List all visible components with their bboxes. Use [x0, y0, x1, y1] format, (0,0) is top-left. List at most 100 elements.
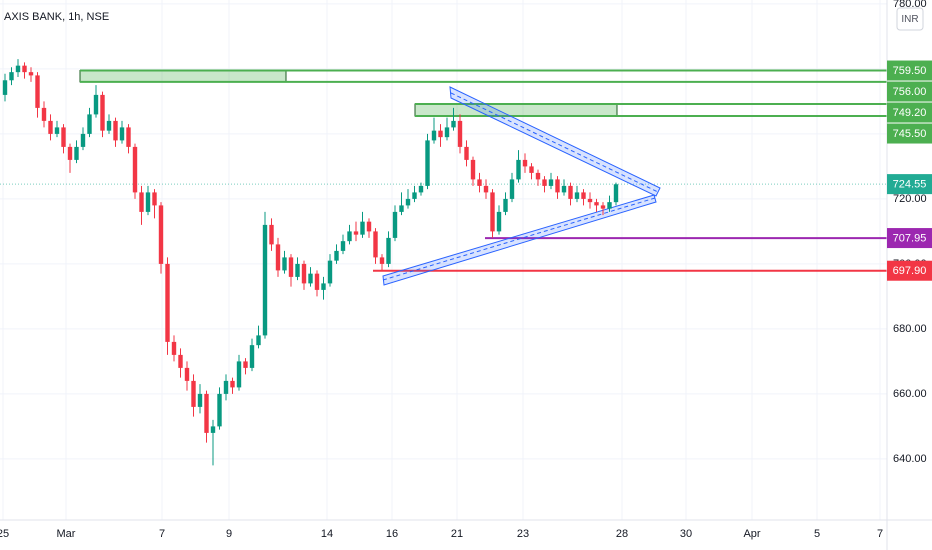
- x-tick-label: Apr: [743, 528, 760, 540]
- x-tick-label: 14: [321, 528, 333, 540]
- candle-body: [457, 120, 463, 147]
- candle-body: [392, 211, 398, 238]
- candle-body: [607, 202, 612, 209]
- price-tag-label: 724.55: [893, 179, 927, 191]
- candle-body: [152, 192, 157, 206]
- candle-body: [282, 257, 287, 271]
- candle-body: [366, 221, 372, 232]
- candle-body: [327, 260, 333, 284]
- x-tick-label: 16: [386, 528, 398, 540]
- y-tick-label: 660.00: [893, 388, 927, 400]
- candle-body: [28, 72, 34, 76]
- candle-body: [522, 159, 528, 167]
- candle-body: [2, 80, 8, 95]
- candle-body: [334, 250, 339, 261]
- currency-label[interactable]: INR: [901, 14, 918, 25]
- candle-body: [535, 172, 541, 180]
- candle-body: [308, 273, 313, 284]
- candle-body: [9, 72, 14, 81]
- candle-body: [41, 107, 47, 121]
- candle-body: [158, 205, 164, 264]
- candle-body: [574, 192, 580, 199]
- levels: [0, 69, 887, 272]
- lower-trend-band: [382, 194, 657, 286]
- candle-body: [451, 120, 456, 128]
- candle-body: [600, 205, 606, 209]
- candle-body: [477, 179, 482, 186]
- candle-body: [509, 179, 515, 199]
- upper-trend-mid: [450, 92, 659, 193]
- candle-body: [54, 127, 60, 134]
- candle-body: [295, 263, 300, 277]
- candle-body: [15, 65, 21, 73]
- grid: [0, 0, 887, 520]
- candle-body: [22, 65, 27, 73]
- candle-body: [178, 354, 183, 368]
- price-tag: [887, 123, 932, 144]
- candle-body: [106, 120, 112, 131]
- candle-body: [269, 224, 274, 245]
- candle-body: [171, 341, 177, 355]
- candle-body: [223, 380, 229, 394]
- price-tag-label: 707.95: [893, 232, 927, 244]
- candle-body: [353, 231, 359, 235]
- candle-body: [438, 130, 443, 138]
- x-tick-label: 28: [616, 528, 628, 540]
- x-tick-label: 5: [814, 528, 820, 540]
- price-tag-label: 759.50: [893, 65, 927, 77]
- candle-body: [490, 192, 495, 232]
- candle-body: [132, 146, 138, 193]
- x-tick-label: 7: [877, 528, 883, 540]
- candle-body: [568, 185, 573, 199]
- candle-body: [230, 380, 235, 388]
- candle-body: [314, 273, 320, 290]
- candle-body: [321, 283, 326, 290]
- time-axis: 25 Mar 7 9 14 16 21 23 28 30 Apr 5 7: [0, 528, 883, 540]
- candle-body: [399, 205, 404, 212]
- candle-body: [418, 185, 424, 193]
- price-tag: [887, 228, 932, 249]
- candle-body: [126, 127, 131, 147]
- candle-body: [197, 393, 203, 407]
- supply-zone: [79, 70, 287, 83]
- candle-body: [412, 192, 417, 199]
- candle-body: [347, 231, 352, 242]
- price-tag-label: 749.20: [893, 107, 927, 119]
- candle-body: [431, 130, 437, 141]
- candle-body: [184, 367, 190, 381]
- y-tick-label: 640.00: [893, 453, 927, 465]
- price-tag-label: 756.00: [893, 86, 927, 98]
- y-tick-label: 680.00: [893, 323, 927, 335]
- x-tick-label: 23: [517, 528, 529, 540]
- candle-body: [100, 94, 105, 131]
- x-tick-label: 9: [226, 528, 232, 540]
- x-tick-label: 21: [451, 528, 463, 540]
- candle-body: [217, 393, 222, 427]
- candle-body: [93, 94, 99, 115]
- candle-body: [340, 241, 346, 251]
- y-tick-label: 780.00: [893, 0, 927, 10]
- price-tag: [887, 81, 932, 102]
- candle-body: [288, 257, 294, 277]
- x-tick-label: 7: [159, 528, 165, 540]
- candle-body: [210, 426, 216, 433]
- candle-body: [516, 159, 521, 180]
- candle-body: [386, 237, 391, 264]
- candle-body: [236, 361, 242, 388]
- currency-box[interactable]: [896, 7, 924, 31]
- candle-body: [542, 179, 547, 186]
- candle-body: [444, 127, 450, 138]
- candles: [2, 59, 619, 466]
- candle-body: [145, 192, 151, 212]
- candle-body: [496, 211, 502, 232]
- price-tag: [887, 102, 932, 123]
- price-tag: [887, 60, 932, 81]
- candle-body: [35, 75, 40, 108]
- x-tick-label: Mar: [57, 528, 76, 540]
- candle-body: [243, 361, 248, 368]
- x-tick-label: 25: [0, 528, 9, 540]
- candle-body: [113, 120, 118, 141]
